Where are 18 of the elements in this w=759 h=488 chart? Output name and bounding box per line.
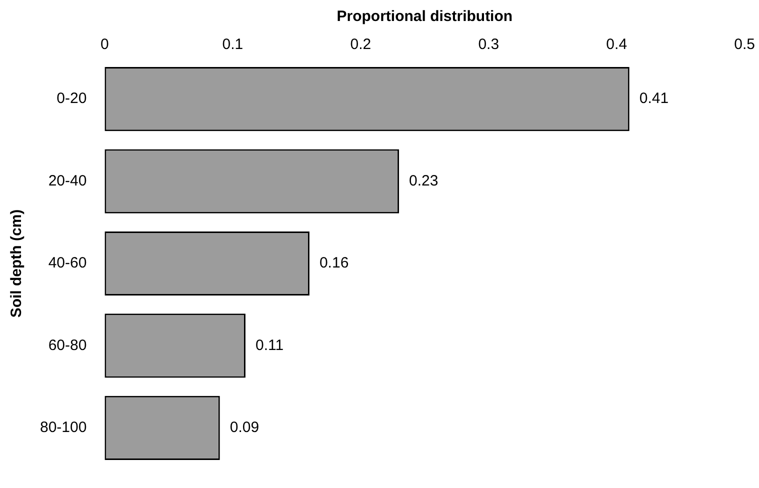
x-tick-label: 0.3 <box>478 36 500 54</box>
data-label: 0.09 <box>230 419 260 436</box>
y-axis-title: Soil depth (cm) <box>8 209 26 318</box>
x-tick-label: 0.4 <box>606 36 628 54</box>
data-label: 0.23 <box>409 172 438 190</box>
data-label: 0.41 <box>639 90 669 108</box>
x-tick-label: 0 <box>100 36 109 54</box>
x-tick-label: 0.5 <box>734 36 756 54</box>
y-tick-label: 0-20 <box>56 90 87 108</box>
y-tick-label: 60-80 <box>48 336 87 354</box>
x-tick-label: 0.1 <box>222 36 244 54</box>
x-tick-label: 0.2 <box>350 36 372 54</box>
y-tick-label: 40-60 <box>48 254 87 272</box>
data-label: 0.11 <box>255 336 284 354</box>
y-tick-label: 20-40 <box>48 172 87 190</box>
x-axis-title: Proportional distribution <box>336 8 513 26</box>
y-tick-label: 80-100 <box>40 419 87 436</box>
data-label: 0.16 <box>319 254 349 272</box>
